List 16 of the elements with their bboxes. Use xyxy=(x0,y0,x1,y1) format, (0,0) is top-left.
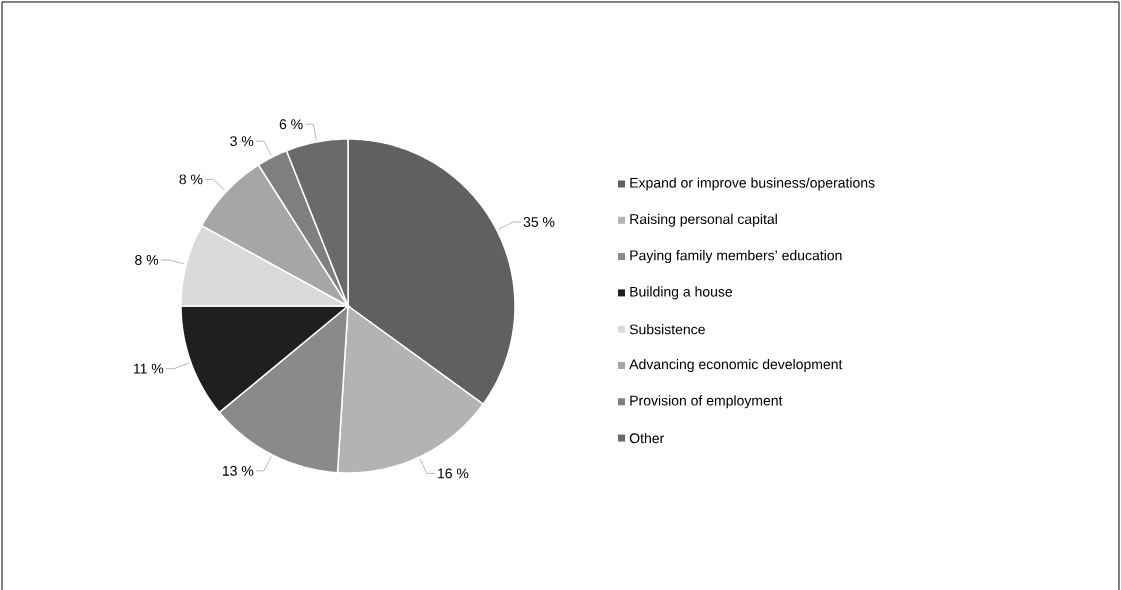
legend-label: Advancing economic development xyxy=(629,358,843,372)
legend-label: Paying family members’ education xyxy=(630,249,842,263)
data-label: 6 % xyxy=(279,119,303,129)
legend-label: Raising personal capital xyxy=(630,213,777,227)
legend-label: Subsistence xyxy=(629,323,705,335)
legend-label: Expand or improve business/operations xyxy=(630,177,875,191)
legend-label: Provision of employment xyxy=(630,395,783,409)
data-label: 16 % xyxy=(438,468,469,479)
data-label: 8 % xyxy=(179,174,203,185)
legend-label: Building a house xyxy=(630,286,733,300)
data-label: 3 % xyxy=(230,135,254,146)
data-label: 8 % xyxy=(135,254,159,265)
legend-label: Other xyxy=(629,432,664,443)
data-label: 11 % xyxy=(133,363,164,374)
data-label: 13 % xyxy=(222,465,254,476)
data-label: 35 % xyxy=(523,216,555,227)
